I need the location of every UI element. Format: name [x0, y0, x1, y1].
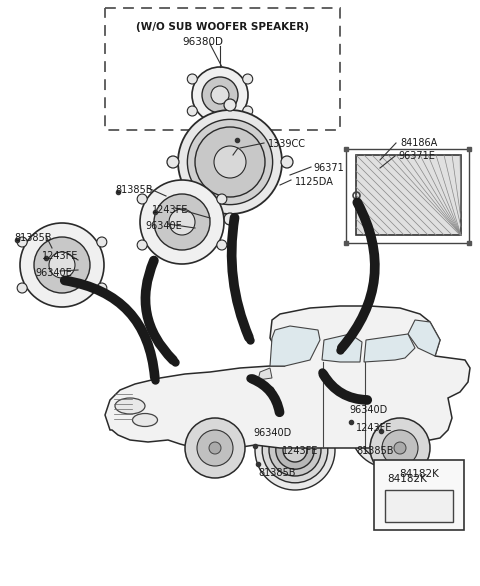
Text: 81385B: 81385B	[258, 468, 296, 478]
Text: 1243FE: 1243FE	[42, 251, 78, 261]
Text: 84182K: 84182K	[387, 474, 427, 484]
Circle shape	[224, 213, 236, 225]
Text: 81385B: 81385B	[115, 185, 153, 195]
Circle shape	[371, 409, 409, 447]
Circle shape	[394, 442, 406, 454]
Circle shape	[364, 402, 416, 454]
Circle shape	[243, 74, 252, 84]
Circle shape	[167, 156, 179, 168]
Circle shape	[209, 442, 221, 454]
Text: 96340D: 96340D	[253, 428, 291, 438]
Circle shape	[34, 237, 90, 293]
Text: 1243FE: 1243FE	[282, 446, 318, 456]
Circle shape	[97, 237, 107, 247]
Circle shape	[20, 223, 104, 307]
Ellipse shape	[115, 398, 145, 414]
Circle shape	[350, 388, 430, 468]
Circle shape	[357, 395, 423, 461]
Circle shape	[224, 99, 236, 111]
Circle shape	[187, 106, 197, 116]
Text: (W/O SUB WOOFER SPEAKER): (W/O SUB WOOFER SPEAKER)	[136, 22, 309, 32]
Circle shape	[49, 252, 75, 278]
Circle shape	[269, 424, 321, 476]
Polygon shape	[364, 334, 415, 362]
Circle shape	[178, 110, 282, 214]
Circle shape	[276, 431, 314, 469]
Circle shape	[197, 430, 233, 466]
Text: 96340E: 96340E	[145, 221, 182, 231]
Circle shape	[154, 194, 210, 250]
Circle shape	[187, 74, 197, 84]
Circle shape	[202, 77, 238, 113]
Text: 84186A: 84186A	[400, 138, 437, 148]
Text: 1339CC: 1339CC	[268, 139, 306, 149]
Circle shape	[195, 127, 265, 197]
Text: 96371E: 96371E	[398, 151, 435, 161]
Circle shape	[196, 128, 264, 196]
Circle shape	[187, 120, 273, 205]
Bar	[356, 155, 461, 235]
Text: 81385B: 81385B	[356, 446, 394, 456]
Circle shape	[169, 209, 195, 235]
Circle shape	[211, 86, 229, 104]
Text: 1243FE: 1243FE	[152, 205, 188, 215]
Circle shape	[137, 194, 147, 204]
Circle shape	[378, 416, 402, 440]
Circle shape	[217, 240, 227, 250]
Text: 84182K: 84182K	[399, 469, 439, 479]
Bar	[385, 490, 453, 522]
Text: 96340D: 96340D	[349, 405, 387, 415]
Polygon shape	[270, 326, 320, 366]
Circle shape	[255, 410, 335, 490]
Ellipse shape	[132, 414, 157, 427]
Circle shape	[262, 417, 328, 483]
Text: 96340E: 96340E	[35, 268, 72, 278]
Circle shape	[370, 418, 430, 478]
Circle shape	[185, 418, 245, 478]
Text: 96371: 96371	[313, 163, 344, 173]
Text: 1125DA: 1125DA	[295, 177, 334, 187]
Polygon shape	[322, 334, 362, 362]
Circle shape	[17, 237, 27, 247]
Circle shape	[283, 438, 307, 462]
Text: 1243FE: 1243FE	[356, 423, 392, 433]
Circle shape	[17, 283, 27, 293]
Circle shape	[214, 146, 246, 178]
Circle shape	[243, 106, 252, 116]
Polygon shape	[105, 306, 470, 450]
Circle shape	[382, 430, 418, 466]
Text: 81385B: 81385B	[14, 233, 51, 243]
Circle shape	[97, 283, 107, 293]
Circle shape	[281, 156, 293, 168]
Circle shape	[137, 240, 147, 250]
Circle shape	[140, 180, 224, 264]
Circle shape	[217, 194, 227, 204]
Text: 96380D: 96380D	[182, 37, 223, 47]
Circle shape	[192, 67, 248, 123]
Polygon shape	[408, 320, 440, 356]
Bar	[374, 460, 464, 530]
Polygon shape	[258, 368, 272, 380]
